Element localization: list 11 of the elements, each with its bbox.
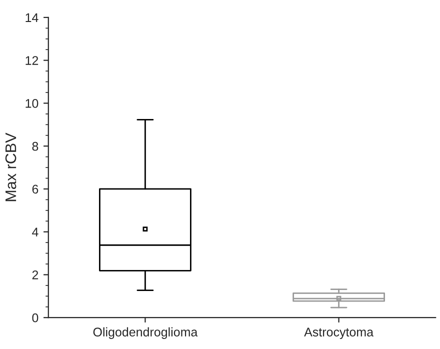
x-tick-label: Astrocytoma	[304, 328, 374, 339]
y-tick-label: 2	[32, 270, 38, 280]
x-tick-label: Oligodendroglioma	[93, 327, 198, 339]
y-tick-label: 4	[32, 228, 38, 236]
y-tick-label: 10	[26, 99, 38, 108]
y-tick-label: 12	[26, 56, 38, 65]
y-axis-title: Max rCBV	[5, 132, 16, 202]
y-tick-label: 0	[32, 313, 38, 322]
y-tick-label: 14	[26, 13, 38, 22]
y-tick-label: 6	[32, 184, 38, 194]
y-tick-label: 8	[32, 142, 38, 151]
